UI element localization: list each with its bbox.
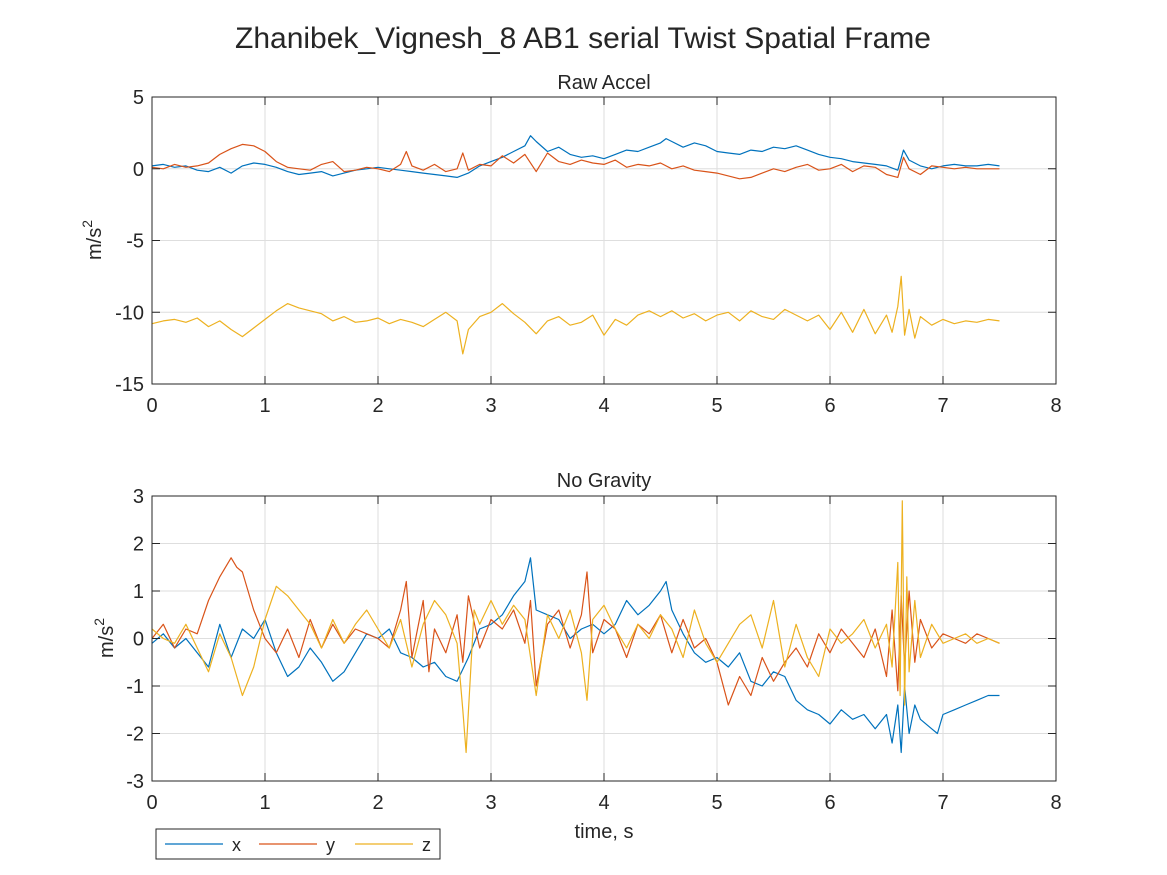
series-x-line-no-gravity [151,557,1000,754]
x-tick-label: 3 [485,792,496,814]
x-tick-label: 1 [259,792,270,814]
x-tick-label: 0 [146,395,157,417]
series-lines-no-gravity [151,500,1000,754]
y-tick-label: 2 [133,534,144,556]
legend-label-x: x [232,835,241,855]
y-tick-label: -10 [115,302,144,324]
x-tick-label: 8 [1050,792,1061,814]
y-axis-unit-exponent-no-gravity: 2 [91,618,107,626]
series-z-line-no-gravity [151,500,1000,754]
x-tick-label: 5 [711,792,722,814]
chart-raw-accel: 0 1 2 3 4 5 6 7 8-15-10-505 Raw Accel m/s2 [79,72,1062,417]
x-tick-label: 7 [937,792,948,814]
x-tick-label: 0 [146,792,157,814]
x-tick-label: 2 [372,395,383,417]
legend-label-y: y [326,835,335,855]
series-lines-raw-accel [151,135,1000,355]
x-tick-label: 1 [259,395,270,417]
series-x-line-raw-accel [151,135,1000,178]
ticks-raw-accel: 0 1 2 3 4 5 6 7 8 -15 -10 -5 0 5 [115,87,1061,417]
x-tick-label: 2 [372,792,383,814]
y-tick-label: -15 [115,374,144,396]
y-axis-label-raw-accel: m/s2 [79,220,106,260]
y-tick-label: 3 [133,486,144,508]
series-z-line-raw-accel [151,275,1000,355]
y-tick-label: -1 [126,676,144,698]
y-axis-unit-no-gravity: m/s [96,626,118,658]
x-tick-label: 6 [824,792,835,814]
series-y-line-raw-accel [151,143,1000,180]
x-tick-label: 3 [485,395,496,417]
x-tick-label: 6 [824,395,835,417]
y-axis-label-no-gravity: m/s2 [91,618,118,658]
y-tick-label: -3 [126,771,144,793]
y-tick-label: -2 [126,724,144,746]
figure-title: Zhanibek_Vignesh_8 AB1 serial Twist Spat… [235,22,931,55]
x-tick-label: 4 [598,792,609,814]
y-tick-label: 5 [133,87,144,109]
panel-title-raw-accel: Raw Accel [557,72,650,94]
x-tick-label: 8 [1050,395,1061,417]
y-tick-label: -5 [126,231,144,253]
legend-label-z: z [422,835,431,855]
x-tick-label: 5 [711,395,722,417]
y-tick-label: 0 [133,159,144,181]
x-tick-label: 4 [598,395,609,417]
x-axis-label-no-gravity: time, s [575,821,634,843]
panel-title-no-gravity: No Gravity [557,470,651,492]
ticks-no-gravity: 0 1 2 3 4 5 6 7 8 -3 -2 -1 0 1 2 3 [126,486,1061,814]
x-tick-label: 7 [937,395,948,417]
legend: x y z [155,828,441,860]
y-axis-unit-raw-accel: m/s [84,228,106,260]
y-tick-label: 0 [133,629,144,651]
y-tick-label: 1 [133,581,144,603]
y-axis-unit-exponent-raw-accel: 2 [79,220,95,228]
